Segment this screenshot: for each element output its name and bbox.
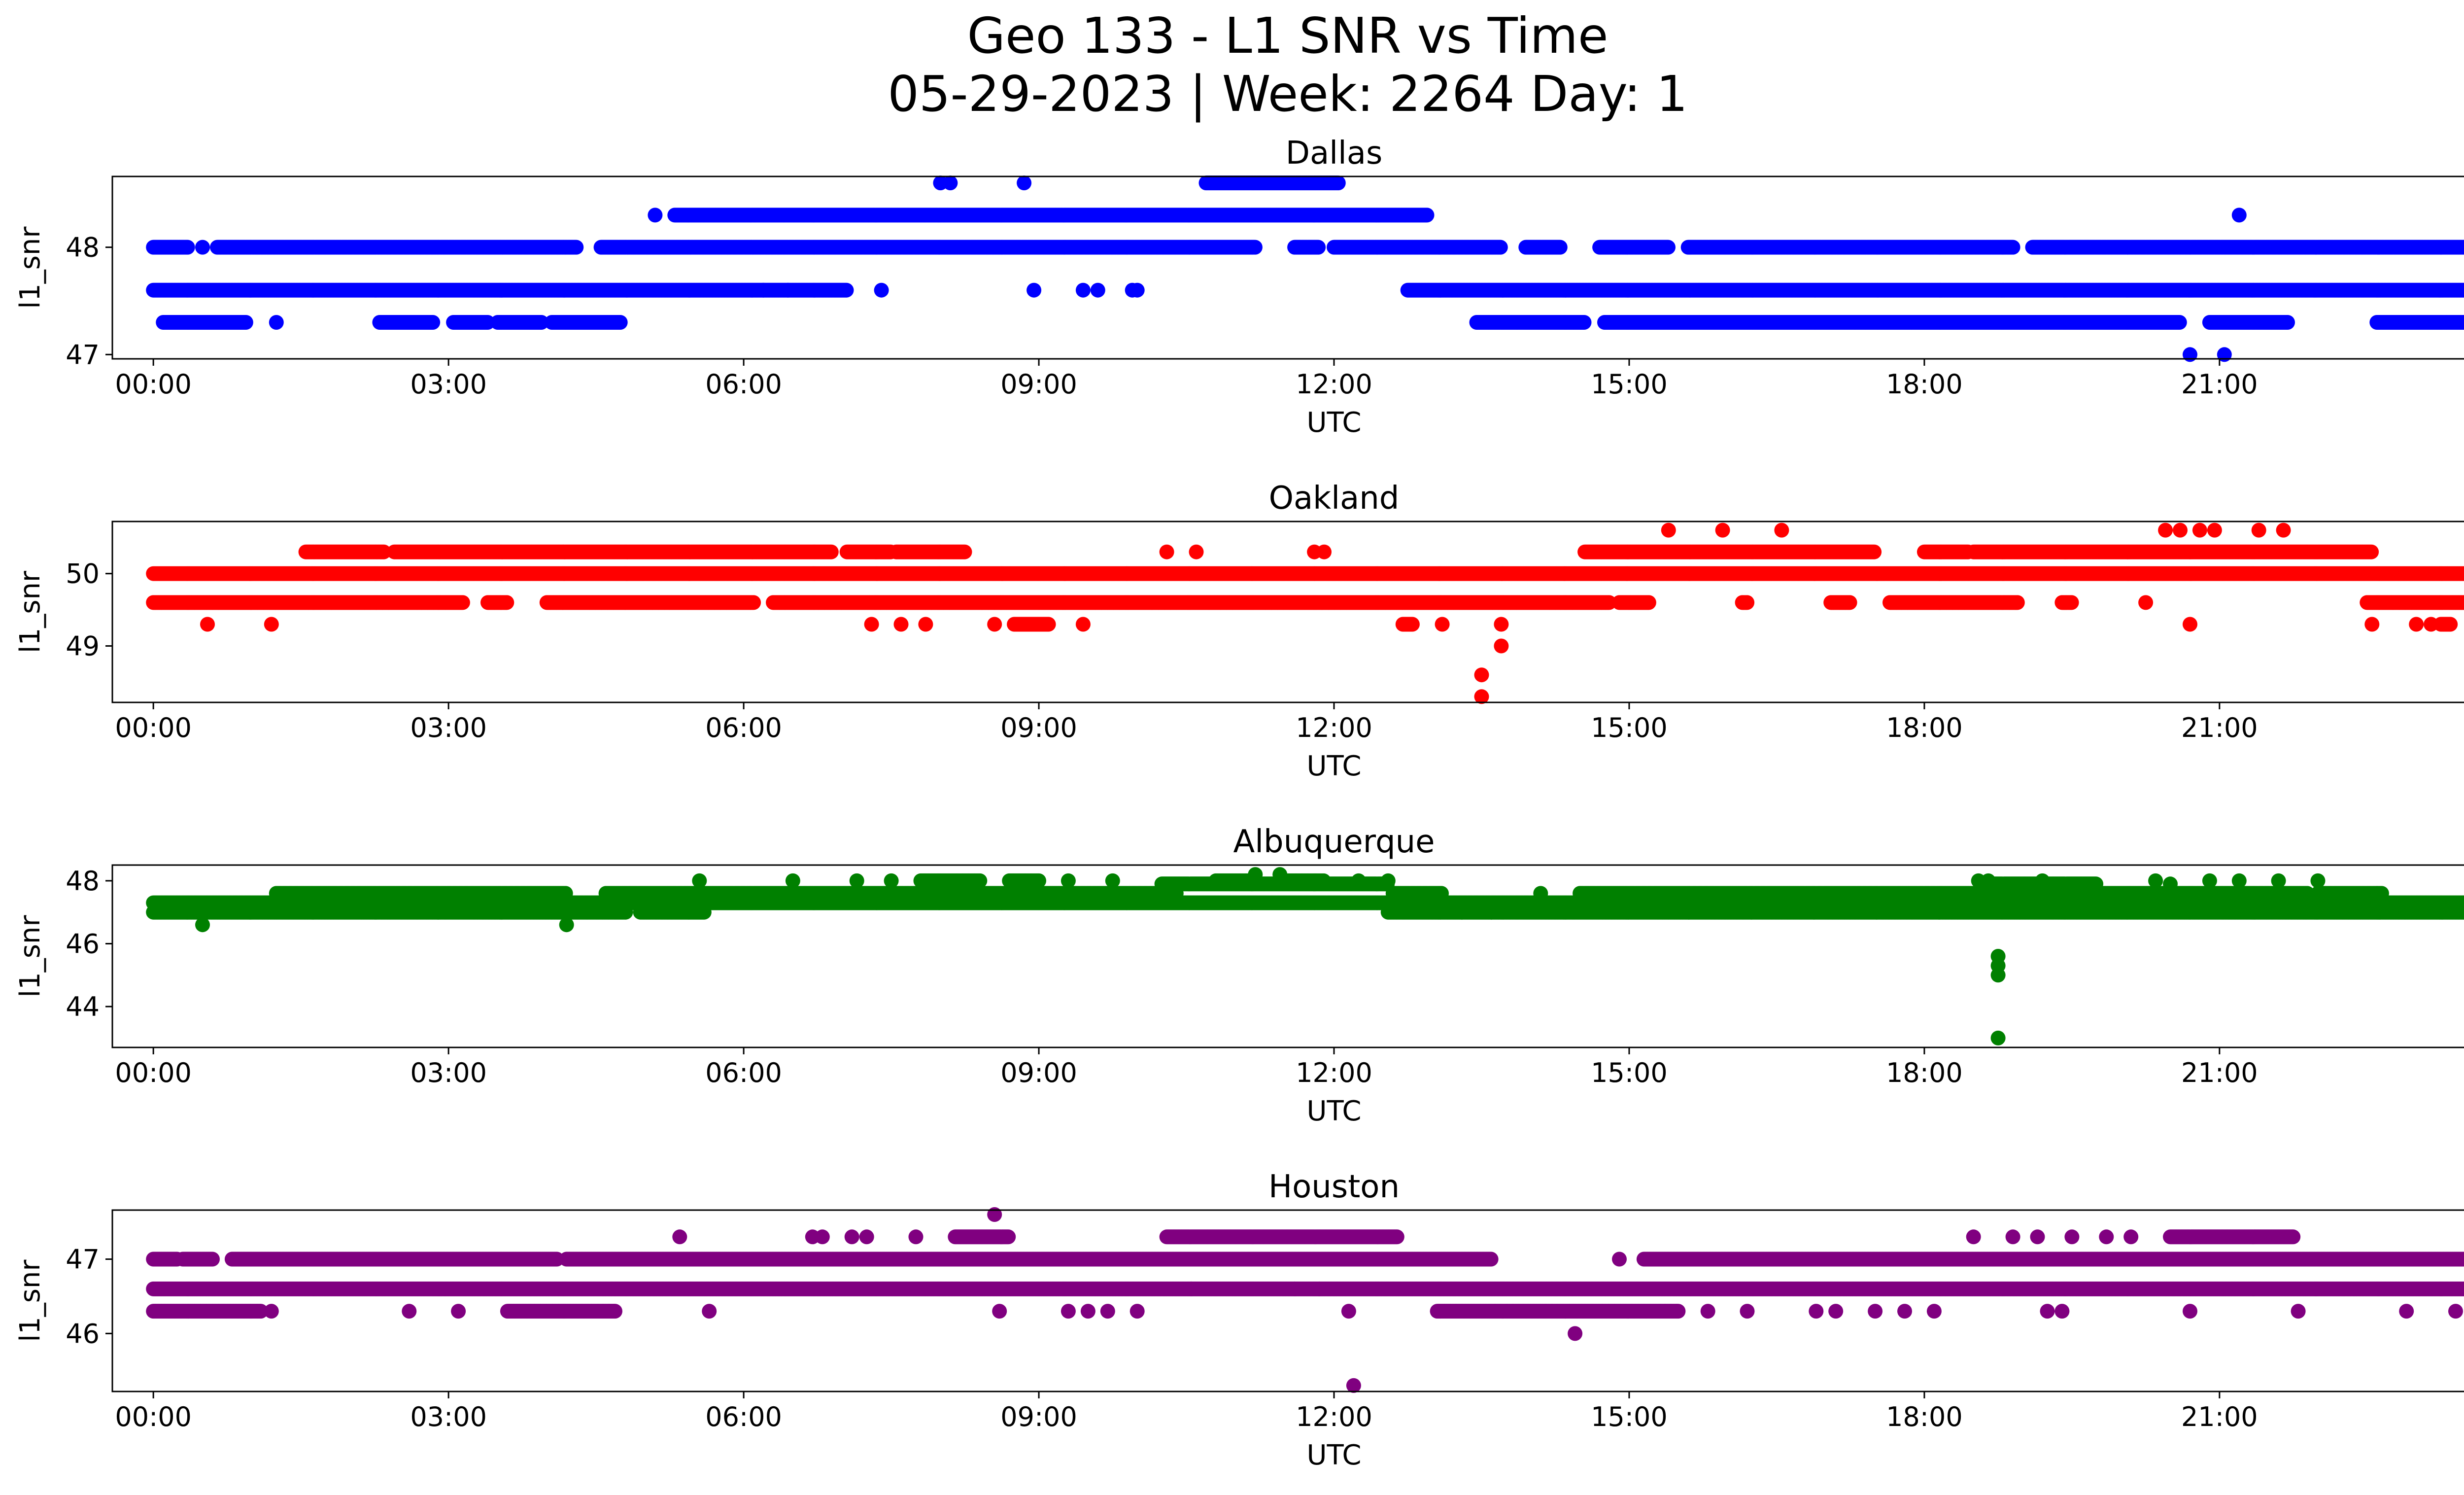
data-point bbox=[569, 240, 584, 255]
data-point bbox=[1493, 240, 1508, 255]
data-point bbox=[425, 315, 441, 330]
data-point bbox=[1576, 315, 1592, 330]
data-point bbox=[2280, 315, 2295, 330]
data-point bbox=[238, 315, 253, 330]
data-point bbox=[1552, 240, 1568, 255]
data-point bbox=[2005, 240, 2020, 255]
figure-title-line1: Geo 133 - L1 SNR vs Time bbox=[967, 7, 1608, 65]
data-point bbox=[1661, 240, 1676, 255]
data-point bbox=[1247, 240, 1263, 255]
data-point bbox=[1311, 240, 1326, 255]
data-series bbox=[146, 175, 2464, 362]
figure-title: Geo 133 - L1 SNR vs Time 05-29-2023 | We… bbox=[0, 7, 2464, 123]
subplot-title: Dallas bbox=[1286, 135, 1383, 172]
data-point bbox=[180, 240, 195, 255]
data-point bbox=[613, 315, 628, 330]
figure-title-line2: 05-29-2023 | Week: 2264 Day: 1 bbox=[888, 65, 1688, 123]
data-point bbox=[2172, 315, 2187, 330]
data-point bbox=[839, 282, 854, 298]
